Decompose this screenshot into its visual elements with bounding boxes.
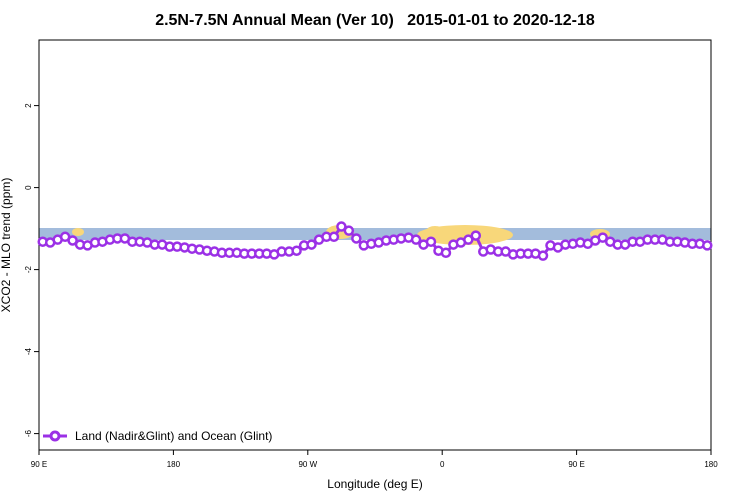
data-point [343, 225, 355, 236]
data-point [537, 250, 549, 261]
data-point [336, 221, 347, 232]
y-tick-label: -6 [24, 429, 33, 437]
data-point [470, 230, 482, 241]
chart-title: 2.5N-7.5N Annual Mean (Ver 10) 2015-01-0… [155, 12, 595, 29]
data-point [597, 232, 608, 243]
data-point [291, 245, 302, 256]
legend-label: Land (Nadir&Glint) and Ocean (Glint) [75, 429, 272, 443]
land-ocean-band [39, 225, 711, 245]
x-tick-label: 180 [167, 460, 181, 469]
data-point [67, 235, 78, 246]
legend: Land (Nadir&Glint) and Ocean (Glint) [43, 429, 272, 443]
y-tick-label: -2 [24, 265, 33, 273]
x-tick-label: 180 [704, 460, 718, 469]
land-patch [72, 228, 84, 236]
x-tick-label: 90 E [568, 460, 584, 469]
x-tick-label: 90 W [298, 460, 317, 469]
y-tick-label: -4 [24, 347, 33, 355]
data-point [425, 236, 437, 247]
x-tick-label: 90 E [31, 460, 47, 469]
data-point [351, 233, 362, 244]
data-point [306, 239, 317, 250]
data-point [328, 231, 340, 243]
data-point [440, 247, 452, 259]
data-point [702, 240, 713, 251]
legend-marker [49, 430, 61, 442]
data-point [463, 234, 474, 245]
land-patch [427, 226, 443, 234]
y-tick-label: 0 [24, 185, 33, 190]
y-axis-label: XCO2 - MLO trend (ppm) [0, 178, 13, 313]
x-tick-label: 0 [440, 460, 445, 469]
y-tick-label: 2 [24, 103, 33, 108]
x-axis-label: Longitude (deg E) [327, 477, 422, 491]
ocean-band [39, 228, 711, 240]
data-point [410, 234, 422, 245]
